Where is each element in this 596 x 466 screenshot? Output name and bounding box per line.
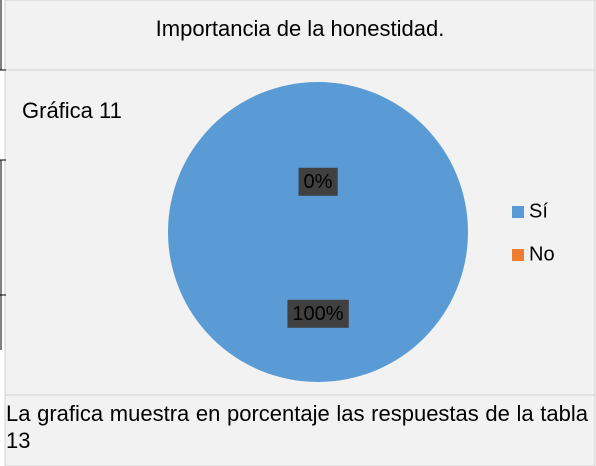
data-label-bg <box>287 299 349 328</box>
legend-label: Sí <box>529 200 548 222</box>
legend-swatch <box>512 206 524 218</box>
data-label-bg <box>298 167 338 196</box>
chart-subtitle: Gráfica 11 <box>22 98 122 123</box>
caption-box <box>4 394 596 466</box>
legend-swatch <box>512 249 524 261</box>
caption: La grafica muestra en porcentaje las res… <box>6 401 588 453</box>
title-box <box>4 0 596 71</box>
pie-slice <box>168 82 468 382</box>
data-label: 0% <box>304 171 333 193</box>
data-label: 100% <box>292 303 343 325</box>
legend-label: No <box>529 243 555 265</box>
chart-title: Importancia de la honestidad. <box>156 16 445 41</box>
